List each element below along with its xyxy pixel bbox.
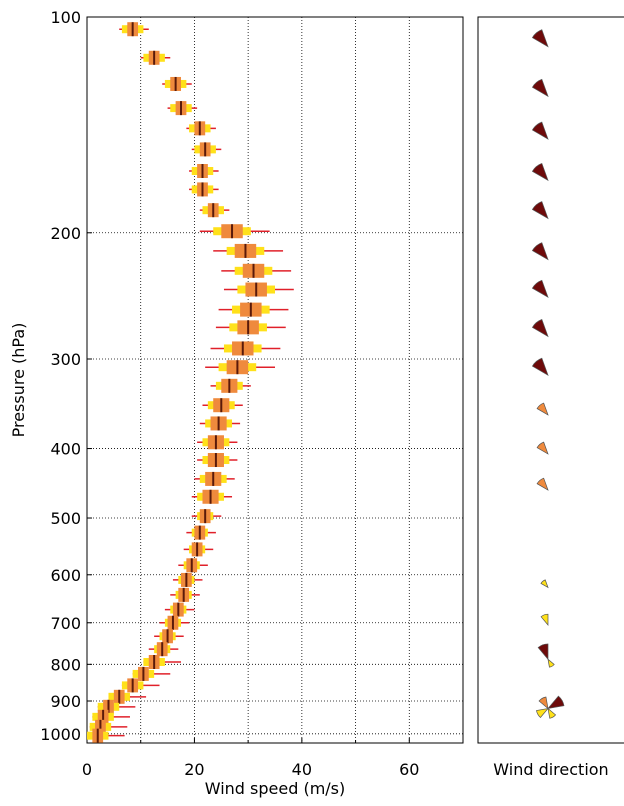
direction-sector xyxy=(540,579,549,589)
y-tick-label: 100 xyxy=(50,8,81,27)
y-tick-label: 800 xyxy=(50,655,81,674)
direction-sector xyxy=(540,613,549,626)
x-axis-label: Wind speed (m/s) xyxy=(205,779,346,798)
direction-sector xyxy=(538,696,549,710)
direction-sector xyxy=(536,708,549,718)
direction-label: Wind direction xyxy=(493,760,608,779)
direction-sector xyxy=(531,279,549,299)
direction-sector xyxy=(531,201,549,220)
direction-sector xyxy=(537,643,549,661)
y-tick-label: 200 xyxy=(50,224,81,243)
x-tick-label: 0 xyxy=(82,760,92,779)
y-tick-label: 700 xyxy=(50,614,81,633)
y-tick-label: 300 xyxy=(50,350,81,369)
direction-sector xyxy=(531,121,549,140)
direction-sector xyxy=(531,29,549,48)
y-tick-label: 400 xyxy=(50,440,81,459)
x-tick-label: 20 xyxy=(184,760,204,779)
direction-sector xyxy=(531,319,549,338)
y-tick-label: 600 xyxy=(50,566,81,585)
y-tick-label: 1000 xyxy=(40,725,81,744)
y-axis-label: Pressure (hPa) xyxy=(9,323,28,438)
x-tick-label: 40 xyxy=(292,760,312,779)
direction-sector xyxy=(547,658,555,668)
direction-frame xyxy=(477,16,624,744)
y-tick-label: 500 xyxy=(50,509,81,528)
x-tick-label: 60 xyxy=(399,760,419,779)
direction-sector xyxy=(536,402,549,416)
direction-sector xyxy=(547,707,557,719)
y-tick-label: 900 xyxy=(50,692,81,711)
direction-sector xyxy=(531,78,549,98)
direction-sector xyxy=(531,162,549,182)
direction-sector xyxy=(536,477,549,491)
direction-sector xyxy=(531,357,549,376)
direction-sector xyxy=(536,441,549,455)
plot-frame xyxy=(86,16,464,744)
direction-sector xyxy=(547,695,565,710)
direction-sector xyxy=(531,242,549,261)
